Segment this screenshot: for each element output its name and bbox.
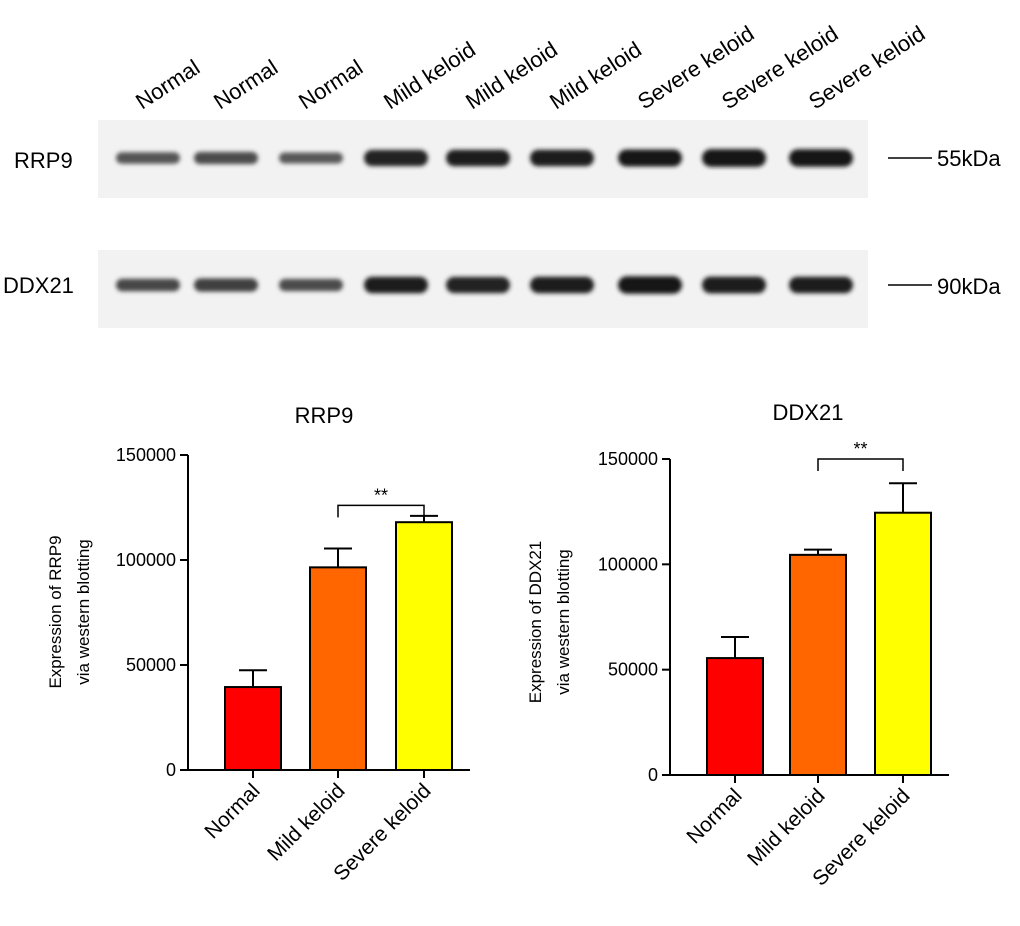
blot-band <box>364 276 428 294</box>
lane-label: Mild keloid <box>379 37 480 115</box>
bar-chart-rrp9: RRP9 Expression of RRP9 via western blot… <box>46 403 470 886</box>
blot-band <box>446 276 510 294</box>
blot-bands-rrp9 <box>116 149 853 167</box>
bar-chart-ddx21: DDX21 Expression of DDX21 via western bl… <box>526 400 949 891</box>
lane-label: Mild keloid <box>545 37 646 115</box>
blot-band <box>116 278 180 292</box>
bar <box>224 686 282 771</box>
y-axis-label-line2: via western blotting <box>554 549 573 695</box>
lane-label: Normal <box>209 55 282 115</box>
x-tick-label: Normal <box>200 779 264 843</box>
y-tick-label: 50000 <box>126 655 176 675</box>
blot-band <box>194 278 258 292</box>
lane-label: Mild keloid <box>461 37 562 115</box>
blot-band <box>702 149 766 167</box>
x-tick-label: Normal <box>682 784 746 848</box>
chart-title: RRP9 <box>295 403 354 428</box>
significance-label: ** <box>374 485 388 505</box>
significance-bracket <box>337 504 425 518</box>
y-axis-label-line2: via western blotting <box>74 539 93 685</box>
blot-bands-ddx21 <box>116 276 853 294</box>
bar <box>874 511 932 776</box>
significance-label: ** <box>853 439 867 459</box>
blot-row-ddx21: DDX21 90kDa <box>3 250 1001 328</box>
marker-label: 90kDa <box>937 274 1001 299</box>
y-tick-label: 150000 <box>116 445 176 465</box>
lane-label: Normal <box>131 55 204 115</box>
blot-band <box>116 152 180 164</box>
blot-band <box>789 149 853 167</box>
blot-band <box>618 276 682 294</box>
y-tick-label: 0 <box>166 760 176 780</box>
blot-row-label: RRP9 <box>14 148 73 173</box>
blot-band <box>446 149 510 167</box>
y-axis-label: Expression of DDX21 <box>526 541 545 704</box>
bar <box>789 553 847 776</box>
bar <box>309 566 367 771</box>
blot-band <box>279 152 343 164</box>
marker-label: 55kDa <box>937 146 1001 171</box>
y-tick-label: 50000 <box>608 660 658 680</box>
y-tick-label: 0 <box>648 765 658 785</box>
y-tick-label: 100000 <box>598 554 658 574</box>
bar <box>706 657 764 777</box>
blot-band <box>194 151 258 165</box>
x-tick-label: Mild keloid <box>743 784 829 870</box>
y-tick-label: 150000 <box>598 449 658 469</box>
significance-bracket <box>817 458 904 471</box>
blot-band <box>279 278 343 292</box>
blot-band <box>530 149 594 167</box>
bar <box>395 521 453 772</box>
blot-row-label: DDX21 <box>3 273 74 298</box>
blot-row-rrp9: RRP9 55kDa <box>14 120 1001 198</box>
blot-band <box>789 276 853 294</box>
blot-band <box>702 276 766 294</box>
blot-band <box>530 276 594 294</box>
chart-title: DDX21 <box>773 400 844 425</box>
y-axis-label: Expression of RRP9 <box>46 535 65 688</box>
x-tick-label: Mild keloid <box>263 779 349 865</box>
blot-band <box>618 149 682 167</box>
blot-band <box>364 149 428 167</box>
y-tick-label: 100000 <box>116 550 176 570</box>
lane-label: Normal <box>294 55 367 115</box>
